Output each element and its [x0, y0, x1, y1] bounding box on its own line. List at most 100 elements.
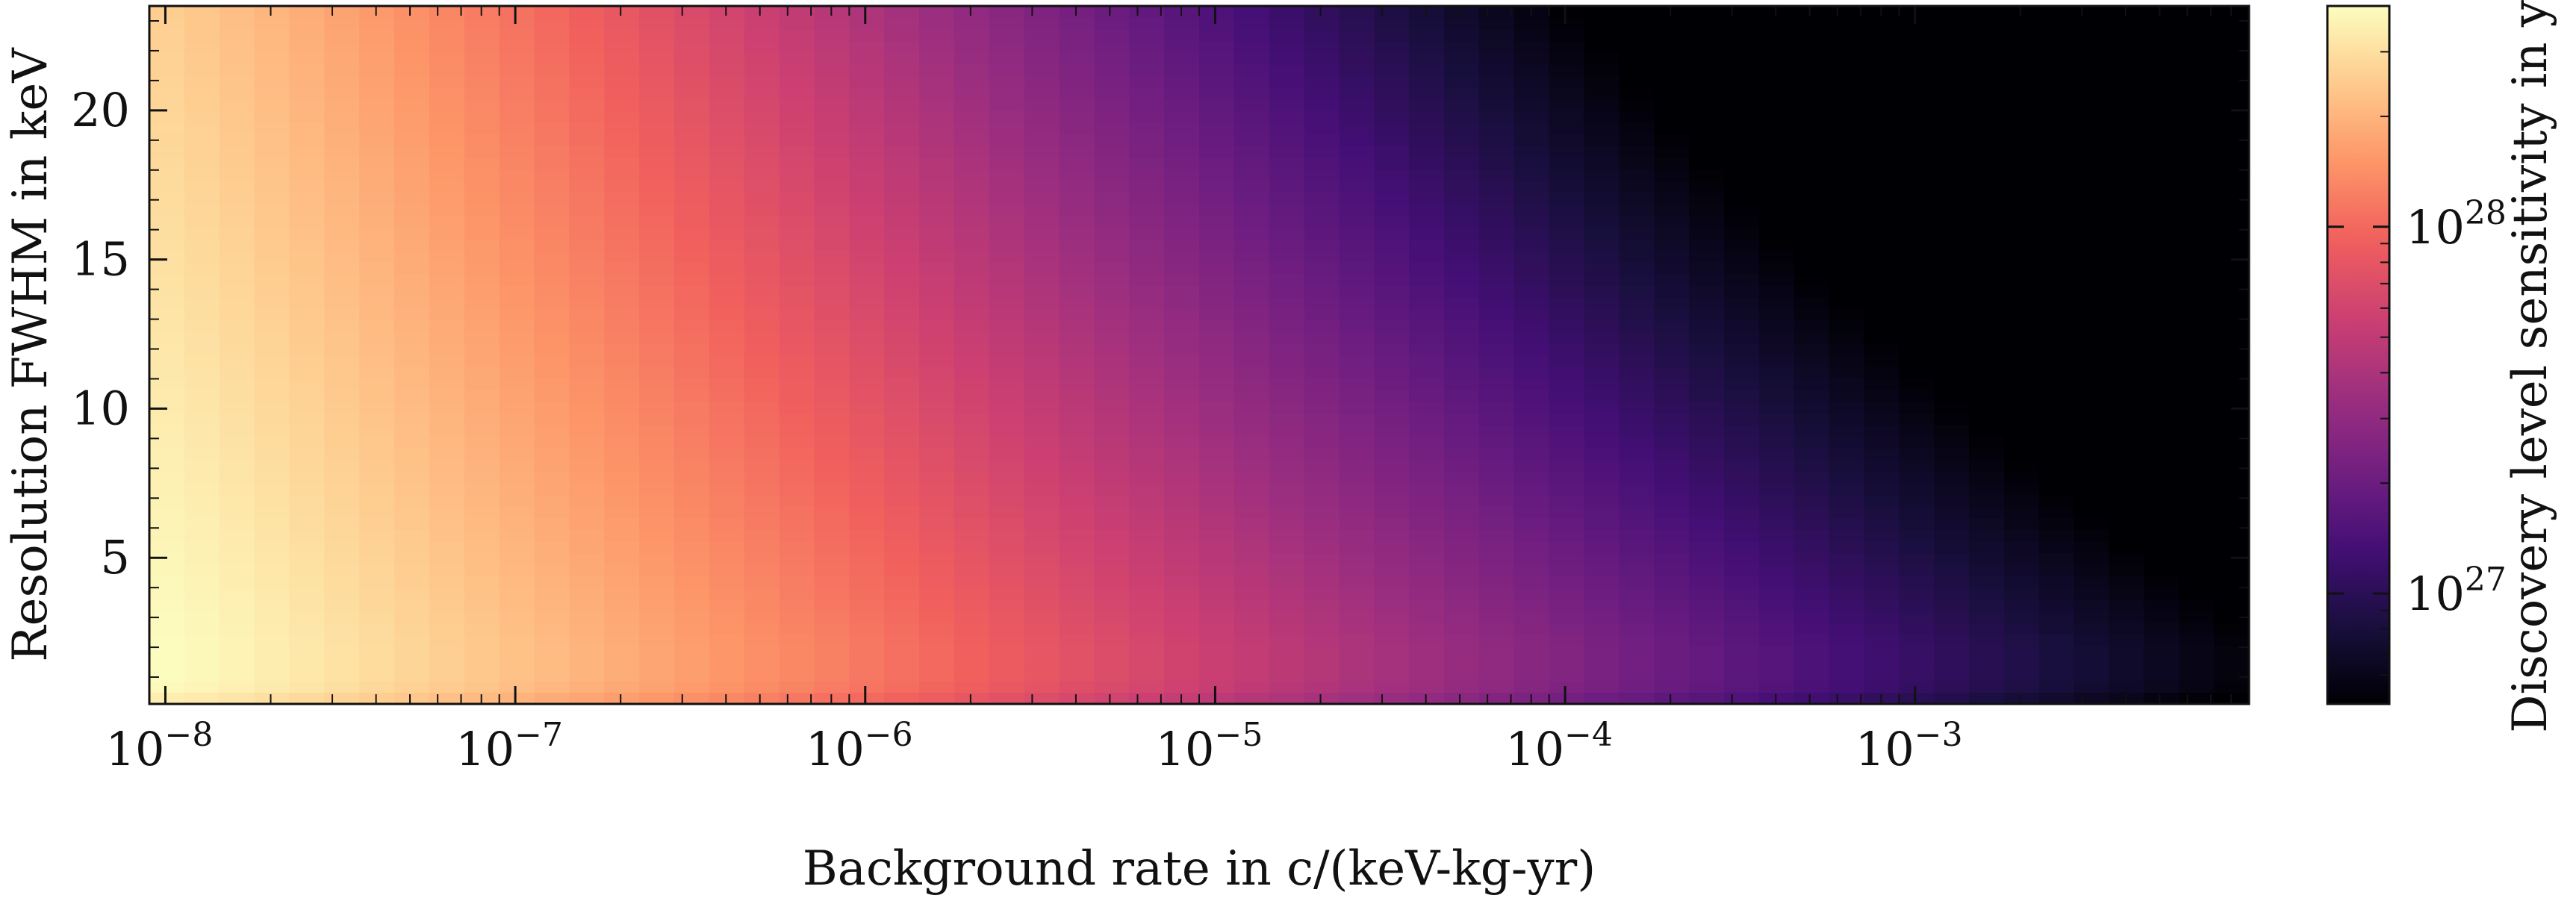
heatmap-cell	[499, 669, 535, 682]
heatmap-cell	[1899, 261, 1935, 275]
heatmap-cell	[254, 110, 290, 123]
heatmap-cell	[1724, 52, 1760, 65]
heatmap-cell	[359, 17, 395, 30]
heatmap-cell	[1478, 564, 1515, 577]
heatmap-cell	[1758, 40, 1795, 53]
heatmap-cell	[2038, 611, 2075, 623]
heatmap-cell	[919, 203, 955, 216]
heatmap-cell	[639, 367, 675, 379]
heatmap-cell	[1969, 285, 2005, 298]
heatmap-cell	[604, 459, 640, 472]
heatmap-cell	[254, 529, 290, 542]
heatmap-cell	[919, 576, 955, 588]
heatmap-cell	[779, 425, 815, 437]
heatmap-cell	[2214, 413, 2250, 425]
heatmap-cell	[1094, 459, 1130, 472]
heatmap-cell	[1829, 401, 1865, 414]
heatmap-cell	[569, 87, 605, 100]
heatmap-cell	[2214, 599, 2250, 611]
heatmap-cell	[1304, 261, 1340, 275]
heatmap-cell	[1793, 576, 1830, 588]
heatmap-cell	[1793, 413, 1830, 425]
heatmap-cell	[989, 611, 1025, 623]
heatmap-cell	[1129, 494, 1165, 507]
heatmap-cell	[814, 134, 850, 146]
heatmap-cell	[709, 52, 745, 65]
heatmap-cell	[289, 367, 325, 379]
heatmap-cell	[219, 529, 255, 542]
heatmap-cell	[604, 669, 640, 682]
heatmap-cell	[1829, 343, 1865, 356]
heatmap-cell	[639, 634, 675, 646]
heatmap-cell	[744, 390, 780, 402]
heatmap-cell	[1969, 482, 2005, 496]
heatmap-cell	[1374, 576, 1410, 588]
heatmap-cell	[1829, 157, 1865, 169]
heatmap-cell	[2144, 587, 2180, 600]
heatmap-cell	[219, 692, 255, 705]
heatmap-cell	[709, 401, 745, 414]
heatmap-cell	[1339, 494, 1375, 507]
heatmap-cell	[1969, 75, 2005, 88]
heatmap-cell	[2109, 390, 2144, 402]
heatmap-cell	[2144, 646, 2180, 658]
heatmap-cell	[1199, 552, 1235, 565]
heatmap-cell	[534, 40, 570, 53]
heatmap-cell	[184, 425, 220, 437]
heatmap-cell	[744, 261, 780, 275]
heatmap-cell	[184, 448, 220, 461]
heatmap-cell	[1969, 425, 2005, 437]
heatmap-cell	[2073, 319, 2110, 332]
heatmap-cell	[1584, 413, 1620, 425]
heatmap-cell	[324, 52, 360, 65]
heatmap-cell	[1864, 285, 1900, 298]
heatmap-cell	[919, 99, 955, 111]
heatmap-cell	[254, 680, 290, 693]
heatmap-cell	[324, 261, 360, 275]
heatmap-cell	[953, 471, 990, 484]
heatmap-cell	[1444, 215, 1480, 228]
heatmap-cell	[359, 215, 395, 228]
heatmap-cell	[1758, 587, 1795, 600]
heatmap-cell	[1758, 261, 1795, 275]
heatmap-cell	[1304, 587, 1340, 600]
heatmap-cell	[1549, 425, 1585, 437]
heatmap-cell	[1758, 87, 1795, 100]
heatmap-cell	[1164, 355, 1200, 367]
heatmap-cell	[1409, 273, 1445, 286]
heatmap-cell	[814, 517, 850, 530]
heatmap-cell	[1233, 459, 1270, 472]
heatmap-cell	[1409, 296, 1445, 309]
heatmap-cell	[849, 63, 885, 77]
heatmap-cell	[674, 669, 710, 682]
heatmap-cell	[1233, 657, 1270, 670]
heatmap-cell	[2109, 552, 2144, 565]
heatmap-cell	[1934, 40, 1970, 53]
heatmap-cell	[1513, 587, 1550, 600]
heatmap-cell	[709, 192, 745, 205]
heatmap-cell	[1689, 134, 1725, 146]
heatmap-cell	[779, 413, 815, 425]
heatmap-cell	[1094, 378, 1130, 390]
heatmap-cell	[1233, 564, 1270, 577]
heatmap-cell	[2038, 587, 2075, 600]
heatmap-cell	[184, 110, 220, 123]
heatmap-cell	[1129, 506, 1165, 519]
heatmap-cell	[2003, 471, 2040, 484]
heatmap-cell	[569, 367, 605, 379]
heatmap-cell	[814, 343, 850, 356]
heatmap-cell	[1339, 203, 1375, 216]
heatmap-cell	[884, 250, 920, 263]
heatmap-cell	[1199, 390, 1235, 402]
heatmap-cell	[1689, 367, 1725, 379]
heatmap-cell	[953, 17, 990, 30]
heatmap-cell	[1304, 646, 1340, 658]
heatmap-cell	[2038, 29, 2075, 42]
heatmap-cell	[1059, 367, 1095, 379]
heatmap-cell	[989, 564, 1025, 577]
heatmap-cell	[1549, 622, 1585, 635]
heatmap-cell	[1094, 494, 1130, 507]
heatmap-cell	[464, 250, 500, 263]
heatmap-cell	[639, 355, 675, 367]
heatmap-cell	[1584, 448, 1620, 461]
